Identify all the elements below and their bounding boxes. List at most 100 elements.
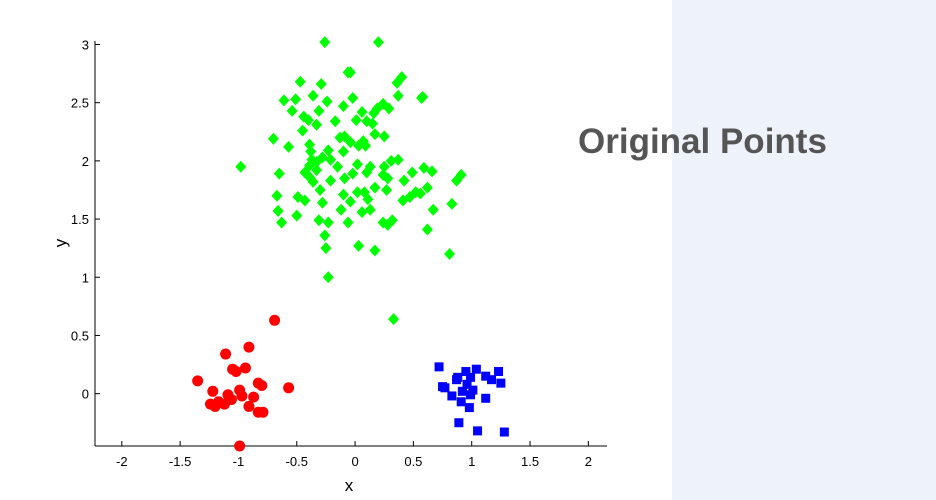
point [305, 145, 317, 158]
point [337, 145, 349, 158]
point [418, 161, 430, 174]
point [496, 378, 506, 388]
point [291, 209, 303, 222]
point [344, 136, 356, 149]
point [473, 426, 483, 436]
y-tick-label: 1.5 [71, 212, 89, 227]
point [257, 406, 269, 418]
point [447, 391, 457, 401]
point [392, 153, 404, 166]
point [271, 189, 283, 202]
y-tick-label: 0.5 [71, 328, 89, 343]
point [283, 140, 295, 153]
point [209, 400, 221, 412]
point [361, 166, 373, 179]
point [218, 398, 230, 410]
point [278, 94, 290, 107]
x-tick-label: 0.5 [404, 454, 422, 469]
y-tick-label: 3 [82, 37, 89, 52]
point [283, 382, 295, 394]
x-tick-label: -2 [116, 454, 128, 469]
x-tick-label: 2 [585, 454, 592, 469]
point [325, 174, 337, 187]
point [468, 385, 478, 395]
point [334, 131, 346, 144]
point [315, 78, 327, 91]
point [322, 144, 334, 157]
point [451, 174, 463, 187]
point [313, 214, 325, 227]
point [286, 104, 298, 117]
point [398, 174, 410, 187]
point [378, 160, 390, 173]
x-tick-label: -1 [233, 454, 245, 469]
point [494, 367, 504, 377]
point [481, 371, 491, 381]
point [347, 92, 359, 105]
point [440, 383, 450, 393]
point [269, 314, 281, 326]
x-tick-label: -0.5 [286, 454, 308, 469]
point [369, 244, 381, 257]
x-tick-label: 0 [351, 454, 358, 469]
point [421, 223, 433, 236]
point [434, 362, 444, 372]
point [454, 418, 464, 428]
point [372, 36, 384, 49]
point [351, 186, 363, 199]
point [325, 153, 337, 166]
point [344, 195, 356, 208]
point [356, 206, 368, 219]
point [426, 165, 438, 178]
point [368, 107, 380, 120]
point [487, 375, 497, 385]
point [307, 89, 319, 102]
point [230, 366, 242, 378]
point [391, 76, 403, 89]
point [297, 124, 309, 137]
point [446, 197, 458, 210]
point [332, 160, 344, 173]
point [339, 172, 351, 185]
y-axis-label: y [51, 238, 70, 247]
point [457, 386, 467, 396]
point [406, 166, 418, 179]
point [466, 390, 476, 400]
point [272, 204, 284, 217]
point [464, 403, 474, 413]
point [381, 183, 393, 196]
point [385, 154, 397, 167]
point [342, 216, 354, 229]
point [290, 93, 302, 106]
point [248, 391, 260, 403]
point [322, 271, 334, 284]
point [267, 132, 279, 145]
point [461, 367, 471, 377]
point [444, 247, 456, 260]
point [499, 427, 509, 437]
x-tick-label: -1.5 [169, 454, 191, 469]
point [344, 66, 356, 79]
point [329, 115, 341, 128]
point [207, 385, 219, 397]
plot-panel [0, 0, 672, 500]
point [273, 167, 285, 180]
point [335, 203, 347, 216]
point [256, 379, 268, 391]
point [276, 216, 288, 229]
x-tick-label: 1 [468, 454, 475, 469]
x-tick-label: 1.5 [521, 454, 539, 469]
y-tick-label: 2 [82, 154, 89, 169]
point [462, 379, 472, 389]
point [367, 117, 379, 130]
point [234, 440, 246, 452]
point [356, 105, 368, 118]
chart-title: Original Points [578, 122, 827, 161]
x-axis-label: x [345, 476, 354, 495]
point [362, 193, 374, 206]
point [364, 203, 376, 216]
point [347, 167, 359, 180]
point [319, 229, 331, 242]
point [414, 187, 426, 200]
